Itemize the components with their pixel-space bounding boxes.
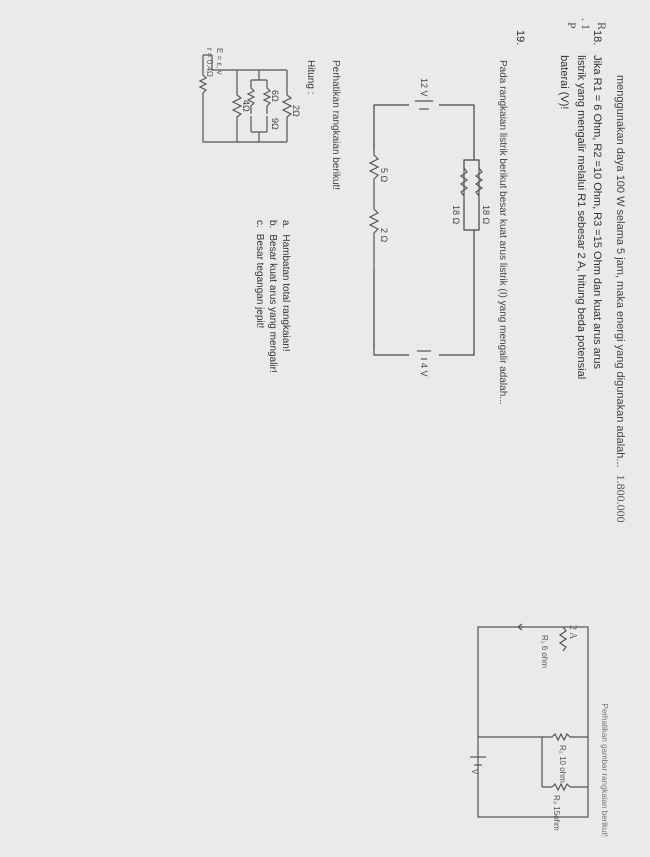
q18-line3: baterai (V)! [559,55,571,109]
q18-circuit: 2 A R₁ 6 ohm R₂ 10 ohm R₃ 15ohm V [459,607,599,837]
q18-r2-label: R₂ 10 ohm [559,745,568,783]
q18-line2: listrik yang mengalir melalui R1 sebesar… [575,55,587,379]
q18-hand-p: P [565,22,580,29]
q19-circuit: 12 V 4 V [359,90,489,370]
q20-emf: E = ε, v [215,48,224,74]
q18-r1-label: R₁ 6 ohm [541,635,550,668]
q19-r-top1: 18 Ω [481,205,491,225]
q20-r-top: 2Ω [291,105,301,117]
q19-number: 19. [514,30,526,52]
q18-i-label: 2 A [568,625,579,640]
q18-hand-1: . 1 [579,18,594,30]
q20-opt-b-letter: b. [267,220,278,228]
q18-hand-r: R [595,22,610,30]
q20-r-mid2: 9Ω [270,118,280,130]
q20-opt-a-letter: a. [280,220,291,228]
q19-r-bot2: 2 Ω [379,228,389,243]
q18-line1: Jika R1 = 6 Ohm, R2 =10 Ohm, R3 =15 Ohm … [592,55,604,369]
q20-opt-c-letter: c. [254,220,265,228]
q20-r-bot: 4Ω [241,100,251,112]
q19-r-bot1: 5 Ω [379,168,389,183]
q18-side-note: Perhatikan gambar rangkaian berikut! [601,607,610,837]
q20-opt-b: Besar kuat arus yang mengalir! [267,234,278,372]
q18-r3-label: R₃ 15ohm [553,795,562,831]
q20-r-mid1: 6Ω [270,90,280,102]
q18-v-label: V [471,769,480,775]
q19-r-top2: 18 Ω [451,205,461,225]
q20-opt-c: Besar tegangan jepit! [254,234,265,329]
q20-rint: r = 0.4Ω [205,48,214,77]
q19-v-left: 12 V [419,78,429,97]
q17-handwritten: 1.800.000 [614,475,628,523]
q20-hitung: Hitung : [305,60,316,827]
q20-circuit: 2Ω 6Ω 9Ω 4Ω E = ε [189,50,299,200]
q20-perhatikan: Perhatikan rangkaian berikut! [330,60,341,827]
q17-tail: menggunakan daya 100 W selama 5 jam, mak… [614,75,626,468]
q19-v-right: 4 V [419,363,429,377]
q18-number: 18. [589,30,606,52]
q20-opt-a: Hambatan total rangkaian! [280,234,291,351]
